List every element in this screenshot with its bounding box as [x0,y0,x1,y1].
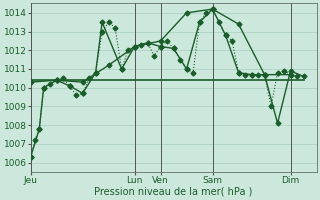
X-axis label: Pression niveau de la mer( hPa ): Pression niveau de la mer( hPa ) [94,187,253,197]
